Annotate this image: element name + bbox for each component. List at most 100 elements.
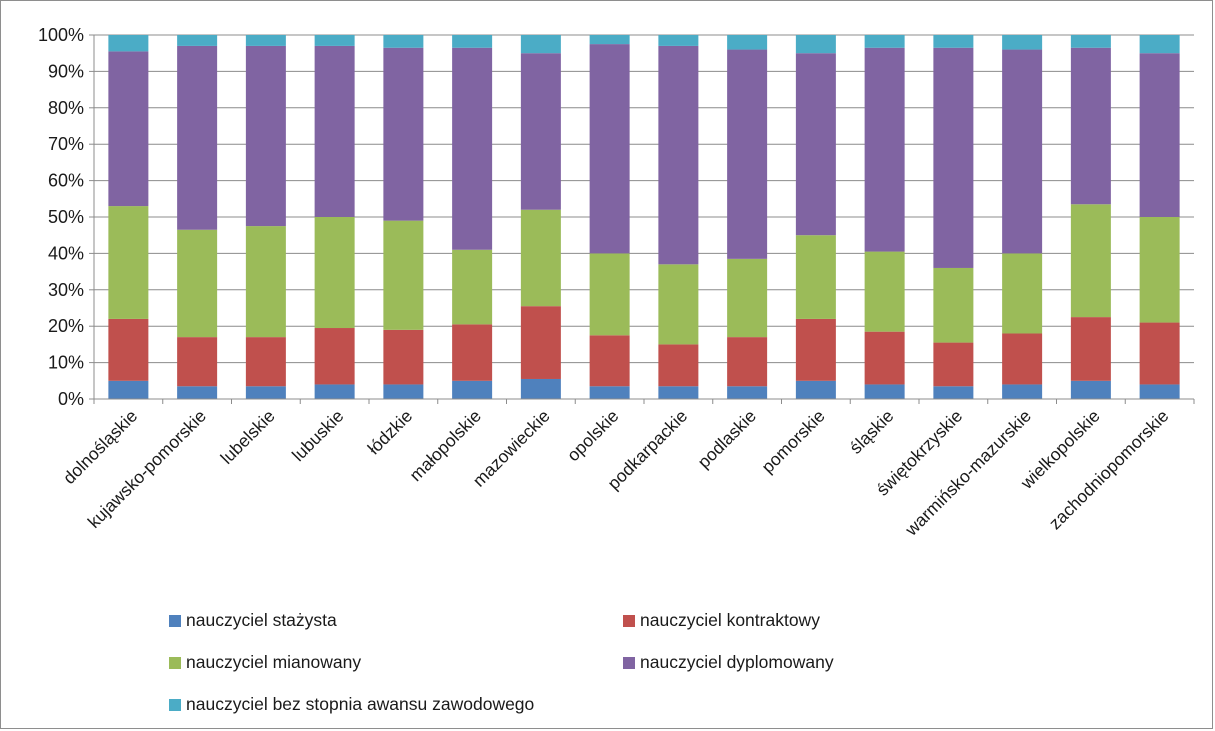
bar-segment <box>658 45 699 265</box>
bar-segment <box>314 384 355 399</box>
bar-segment <box>658 386 699 399</box>
bar-segment <box>795 35 836 54</box>
bar-segment <box>864 47 905 252</box>
bar-segment <box>933 386 974 399</box>
bar-segment <box>245 45 286 227</box>
bar-segment <box>177 35 218 46</box>
bar-segment <box>589 335 630 387</box>
bar-segment <box>795 235 836 319</box>
bar-segment <box>1139 217 1180 323</box>
bar-segment <box>795 318 836 381</box>
y-tick-label: 60% <box>48 171 84 191</box>
legend-swatch-kontraktowy <box>623 614 635 627</box>
y-tick-label: 20% <box>48 316 84 336</box>
bar-segment <box>383 220 424 330</box>
bar-segment <box>383 47 424 221</box>
y-tick-label: 80% <box>48 98 84 118</box>
bar-segment <box>452 47 493 250</box>
bar-segment <box>177 229 218 338</box>
bar-segment <box>864 331 905 385</box>
bar-segment <box>864 35 905 48</box>
bar-segment <box>1070 204 1111 318</box>
bar-segment <box>383 384 424 399</box>
y-tick-label: 90% <box>48 61 84 81</box>
legend-swatch-bez-stopnia <box>169 698 181 711</box>
y-axis-tick-labels: 0% 10% 20% 30% 40% 50% 60% 70% 80% 90% 100% <box>38 25 84 409</box>
bar-segment <box>108 206 149 319</box>
x-tick-label: łódzkie <box>364 406 417 459</box>
bar-segment <box>108 318 149 381</box>
bar-segment <box>108 51 149 207</box>
legend-label-mianowany: nauczyciel mianowany <box>186 652 362 672</box>
bar-segment <box>589 44 630 254</box>
bar-segment <box>452 35 493 48</box>
bar-segment <box>108 35 149 52</box>
x-tick-label: zachodniopomorskie <box>1045 406 1173 534</box>
bar-segment <box>1139 35 1180 54</box>
bar-segment <box>933 47 974 268</box>
bar-segment <box>727 49 768 259</box>
bar-segment <box>933 35 974 48</box>
y-tick-label: 50% <box>48 207 84 227</box>
bar-segment <box>1002 253 1043 334</box>
legend-item-stazysta: nauczyciel stażysta <box>169 610 337 631</box>
bar-segment <box>245 226 286 338</box>
bar-segment <box>177 337 218 387</box>
bar-segment <box>1070 47 1111 205</box>
bar-segment <box>1139 322 1180 385</box>
bar-segment <box>933 267 974 343</box>
bar-segment <box>452 324 493 381</box>
x-tick-label: warmińsko-mazurskie <box>900 406 1034 540</box>
bar-segment <box>177 386 218 399</box>
bar-segment <box>1070 35 1111 48</box>
bars <box>108 35 1180 399</box>
x-tick-label: kujawsko-pomorskie <box>84 406 210 532</box>
y-tick-label: 40% <box>48 243 84 263</box>
bar-segment <box>1002 49 1043 254</box>
bar-segment <box>933 342 974 387</box>
bar-segment <box>795 53 836 236</box>
bar-segment <box>1070 380 1111 399</box>
bar-segment <box>589 35 630 45</box>
x-tick-label: lubuskie <box>288 406 348 466</box>
bar-segment <box>245 35 286 46</box>
bar-segment <box>245 386 286 399</box>
bar-segment <box>658 35 699 46</box>
bar-segment <box>1002 384 1043 399</box>
x-tick-label: podlaskie <box>694 406 760 472</box>
legend-label-bez-stopnia: nauczyciel bez stopnia awansu zawodowego <box>186 694 535 714</box>
bar-segment <box>520 378 561 399</box>
legend-swatch-mianowany <box>169 656 181 669</box>
y-tick-label: 10% <box>48 353 84 373</box>
bar-segment <box>864 384 905 399</box>
x-tick-label: śląskie <box>845 406 897 458</box>
bar-segment <box>864 251 905 332</box>
legend-label-kontraktowy: nauczyciel kontraktowy <box>640 610 820 630</box>
bar-segment <box>795 380 836 399</box>
bar-segment <box>314 35 355 46</box>
legend-swatch-stazysta <box>169 614 181 627</box>
bar-segment <box>727 386 768 399</box>
bar-segment <box>108 380 149 399</box>
bar-segment <box>314 217 355 329</box>
bar-segment <box>1139 53 1180 218</box>
bar-segment <box>589 386 630 399</box>
bar-segment <box>1139 384 1180 399</box>
bar-segment <box>658 264 699 345</box>
x-tick-label: lubelskie <box>216 406 278 468</box>
y-tick-label: 100% <box>38 25 84 45</box>
bar-segment <box>452 249 493 325</box>
legend-item-kontraktowy: nauczyciel kontraktowy <box>623 610 820 631</box>
bar-segment <box>520 35 561 54</box>
bar-segment <box>452 380 493 399</box>
bar-segment <box>658 344 699 387</box>
legend-item-dyplomowany: nauczyciel dyplomowany <box>623 652 834 673</box>
x-tick-label: opolskie <box>563 406 623 466</box>
bar-segment <box>1070 317 1111 381</box>
legend-item-bez-stopnia: nauczyciel bez stopnia awansu zawodowego <box>169 694 534 715</box>
bar-segment <box>314 328 355 385</box>
bar-segment <box>1002 35 1043 50</box>
